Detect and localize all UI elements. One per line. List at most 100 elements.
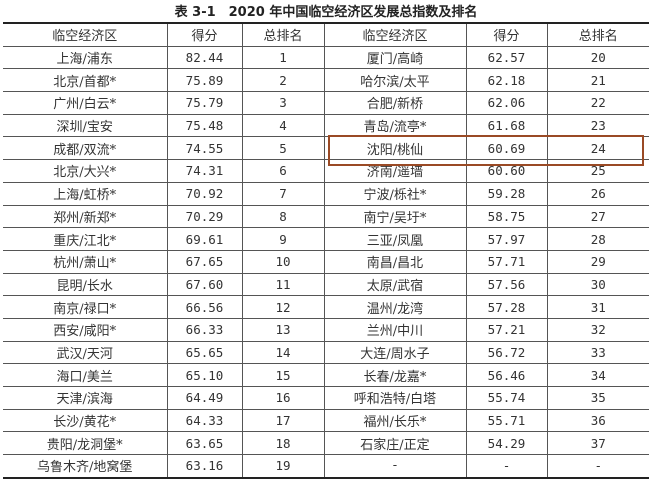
score-cell: 67.65 (166, 250, 242, 274)
table-row: 郑州/新郑* 70.29 8 南宁/吴圩* 58.75 27 (3, 205, 649, 229)
zone-name-cell: 上海/虹桥* (3, 182, 167, 206)
zone-name-cell: 温州/龙湾 (323, 295, 466, 319)
rank-cell: 2 (241, 68, 324, 93)
rank-cell: 15 (241, 363, 324, 387)
rank-cell: 3 (241, 91, 324, 115)
score-cell: 67.60 (166, 273, 242, 297)
rank-cell: 32 (546, 318, 649, 342)
score-cell: 57.56 (465, 273, 547, 297)
rank-cell: 10 (241, 250, 324, 274)
zone-name-cell: 天津/滨海 (3, 386, 167, 410)
zone-name-cell: 长春/龙嘉* (323, 363, 466, 387)
score-cell: 61.68 (465, 114, 547, 138)
score-cell: 62.06 (465, 91, 547, 115)
rank-cell: 5 (241, 136, 324, 161)
rank-cell: 12 (241, 295, 324, 319)
rank-cell: 20 (546, 46, 649, 70)
zone-name-cell: - (323, 454, 466, 478)
column-header: 临空经济区 (3, 23, 167, 47)
zone-name-cell: 兰州/中川 (323, 318, 466, 342)
score-cell: 64.33 (166, 409, 242, 433)
score-cell: 75.79 (166, 91, 242, 115)
table-row: 天津/滨海 64.49 16 呼和浩特/白塔 55.74 35 (3, 386, 649, 410)
table-title: 表 3-1 2020 年中国临空经济区发展总指数及排名 (174, 5, 478, 20)
table-row: 海口/美兰 65.10 15 长春/龙嘉* 56.46 34 (3, 363, 649, 387)
score-cell: 74.31 (166, 159, 242, 183)
zone-name-cell: 哈尔滨/太平 (323, 68, 466, 93)
zone-name-cell: 三亚/凤凰 (323, 227, 466, 251)
rank-cell: 18 (241, 431, 324, 456)
rank-cell: 6 (241, 159, 324, 183)
zone-name-cell: 合肥/新桥 (323, 91, 466, 115)
ranking-table: 临空经济区 得分 总排名 临空经济区 得分 总排名 上海/浦东 82.44 1 厦门/高崎 62.… (3, 22, 649, 479)
table-row: 成都/双流* 74.55 5 沈阳/桃仙 60.69 24 (3, 136, 649, 161)
rank-cell: 19 (241, 454, 324, 478)
score-cell: 60.69 (465, 136, 547, 161)
table-row: 昆明/长水 67.60 11 太原/武宿 57.56 30 (3, 273, 649, 297)
table-row: 南京/禄口* 66.56 12 温州/龙湾 57.28 31 (3, 295, 649, 319)
score-cell: 57.28 (465, 295, 547, 319)
rank-cell: 14 (241, 341, 324, 365)
table-row: 上海/虹桥* 70.92 7 宁波/栎社* 59.28 26 (3, 182, 649, 206)
zone-name-cell: 北京/首都* (3, 68, 167, 93)
score-cell: 57.71 (465, 250, 547, 274)
zone-name-cell: 武汉/天河 (3, 341, 167, 365)
rank-cell: 17 (241, 409, 324, 433)
column-header: 总排名 (546, 23, 649, 47)
column-header: 临空经济区 (323, 23, 466, 47)
score-cell: 58.75 (465, 205, 547, 229)
score-cell: 69.61 (166, 227, 242, 251)
rank-cell: 27 (546, 205, 649, 229)
table-row: 武汉/天河 65.65 14 大连/周水子 56.72 33 (3, 341, 649, 365)
rank-cell: 35 (546, 386, 649, 410)
zone-name-cell: 昆明/长水 (3, 273, 167, 297)
highlight-box (328, 135, 644, 166)
table-row: 北京/首都* 75.89 2 哈尔滨/太平 62.18 21 (3, 68, 649, 93)
table-row: 广州/白云* 75.79 3 合肥/新桥 62.06 22 (3, 91, 649, 115)
rank-cell: 22 (546, 91, 649, 115)
zone-name-cell: 重庆/江北* (3, 227, 167, 251)
score-cell: 70.92 (166, 182, 242, 206)
zone-name-cell: 乌鲁木齐/地窝堡 (37, 460, 133, 476)
zone-name-cell: 呼和浩特/白塔 (323, 386, 466, 410)
score-cell: 75.48 (166, 114, 242, 138)
zone-name-cell: 长沙/黄花* (3, 409, 167, 433)
score-cell: 56.46 (465, 363, 547, 387)
zone-name-cell: 杭州/萧山* (3, 250, 167, 274)
score-cell: 55.74 (465, 386, 547, 410)
zone-name-cell: 西安/咸阳* (3, 318, 167, 342)
rank-cell: 26 (546, 182, 649, 206)
zone-name-cell: 南京/禄口* (3, 295, 167, 319)
zone-name-cell: 海口/美兰 (3, 363, 167, 387)
zone-name-cell: 沈阳/桃仙 (323, 136, 466, 161)
rank-cell: 34 (546, 363, 649, 387)
score-cell: 66.33 (166, 318, 242, 342)
rank-cell: - (546, 454, 649, 478)
rank-cell: 30 (546, 273, 649, 297)
score-cell: 62.57 (465, 46, 547, 70)
zone-name-cell: 南昌/昌北 (323, 250, 466, 274)
rank-cell: 16 (241, 386, 324, 410)
column-header: 总排名 (241, 23, 324, 47)
rank-cell: 8 (241, 205, 324, 229)
rank-cell: 28 (546, 227, 649, 251)
score-cell: 75.89 (166, 68, 242, 93)
zone-name-cell: 大连/周水子 (323, 341, 466, 365)
zone-name-cell: 上海/浦东 (3, 46, 167, 70)
table-row: 深圳/宝安 75.48 4 青岛/流亭* 61.68 23 (3, 114, 649, 138)
rank-cell: 11 (241, 273, 324, 297)
zone-name-cell: 北京/大兴* (3, 159, 167, 183)
score-cell: 74.55 (166, 136, 242, 161)
score-cell: 65.65 (166, 341, 242, 365)
score-cell: 66.56 (166, 295, 242, 319)
rank-cell: 21 (546, 68, 649, 93)
rank-cell: 37 (546, 431, 649, 456)
table-row: 乌鲁木齐/地窝堡 63.16 19- - - (3, 454, 649, 478)
score-cell: 70.29 (166, 205, 242, 229)
score-cell: 55.71 (465, 409, 547, 433)
zone-name-cell: 南宁/吴圩* (323, 205, 466, 229)
zone-name-cell: 青岛/流亭* (323, 114, 466, 138)
rank-cell: 9 (241, 227, 324, 251)
zone-name-cell: 广州/白云* (3, 91, 167, 115)
table-row: 西安/咸阳* 66.33 13 兰州/中川 57.21 32 (3, 318, 649, 342)
